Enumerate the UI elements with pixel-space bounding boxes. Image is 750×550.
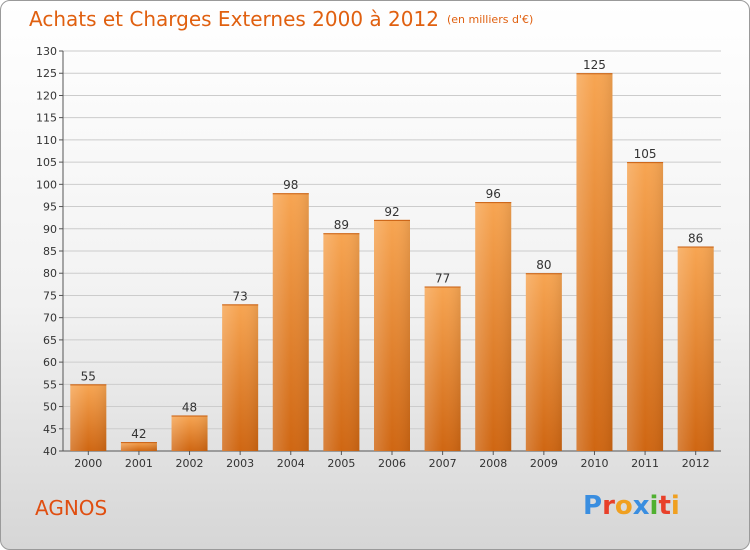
x-axis: 2000 2001 2002 2003 2004 2005 2006 2007 2008 2009… — [63, 450, 721, 470]
data-label: 89 — [334, 218, 349, 232]
y-tick-label: 130 — [36, 45, 57, 58]
data-label: 48 — [182, 400, 197, 414]
y-tick-label: 85 — [43, 245, 57, 258]
y-tick-label: 65 — [43, 334, 57, 347]
x-tick-label: 2007 — [429, 457, 457, 470]
x-tick-label: 2002 — [176, 457, 204, 470]
data-label: 55 — [81, 369, 96, 383]
x-tick-label: 2012 — [682, 457, 710, 470]
logo-letter: i — [649, 491, 659, 521]
bar-group: 125 — [576, 58, 613, 451]
logo-letter: r — [602, 491, 615, 521]
logo-letter: x — [632, 491, 650, 521]
y-tick-label: 70 — [43, 312, 57, 325]
logo-letter: o — [614, 491, 633, 521]
x-tick-label: 2003 — [226, 457, 254, 470]
bar-shading — [677, 246, 714, 451]
bar-group: 77 — [424, 272, 461, 451]
bar-group: 73 — [222, 289, 259, 451]
data-label: 96 — [486, 187, 501, 201]
bar-group: 105 — [627, 147, 664, 451]
chart-title-text: Achats et Charges Externes 2000 à 2012 — [29, 7, 439, 31]
data-label: 125 — [583, 58, 606, 72]
data-label: 105 — [634, 147, 657, 161]
x-tick-label: 2009 — [530, 457, 558, 470]
y-tick-label: 40 — [43, 445, 57, 458]
chart-title: Achats et Charges Externes 2000 à 2012 (e… — [29, 7, 533, 31]
bar-shading — [222, 304, 259, 451]
data-label: 92 — [384, 205, 399, 219]
bars: 55 42 48 73 98 89 92 77 96 80 125 105 86 — [70, 58, 714, 451]
bar-shading — [323, 233, 360, 451]
y-tick-label: 90 — [43, 223, 57, 236]
y-tick-label: 115 — [36, 112, 57, 125]
x-tick-label: 2008 — [479, 457, 507, 470]
x-tick-label: 2004 — [277, 457, 305, 470]
y-tick-label: 125 — [36, 67, 57, 80]
y-tick-label: 95 — [43, 201, 57, 214]
bar-group: 55 — [70, 369, 107, 451]
bar-group: 98 — [272, 178, 309, 451]
y-tick-label: 55 — [43, 378, 57, 391]
chart-unit: (en milliers d'€) — [446, 13, 534, 26]
proxiti-logo[interactable]: Proxiti — [583, 491, 680, 521]
data-label: 77 — [435, 272, 450, 286]
y-axis: 40 45 50 55 60 65 70 75 80 85 90 95 100 105 110 115 120 1… — [36, 45, 64, 458]
data-label: 98 — [283, 178, 298, 192]
bar-shading — [171, 415, 208, 451]
bar-group: 42 — [120, 427, 157, 451]
y-tick-label: 45 — [43, 423, 57, 436]
bar-shading — [627, 162, 664, 451]
bar-shading — [272, 193, 309, 451]
bar-group: 92 — [374, 205, 410, 451]
y-tick-label: 50 — [43, 401, 57, 414]
x-tick-label: 2010 — [580, 457, 608, 470]
bar-shading — [576, 73, 613, 451]
data-label: 42 — [131, 427, 146, 441]
y-tick-label: 75 — [43, 289, 57, 302]
y-tick-label: 120 — [36, 89, 57, 102]
y-tick-label: 80 — [43, 267, 57, 280]
x-tick-label: 2006 — [378, 457, 406, 470]
bar-shading — [120, 442, 157, 451]
data-label: 73 — [233, 289, 248, 303]
bar-shading — [70, 384, 107, 451]
data-label: 86 — [688, 232, 703, 246]
x-tick-label: 2005 — [327, 457, 355, 470]
bar-group: 48 — [171, 400, 208, 451]
bar-group: 89 — [323, 218, 360, 451]
logo-letter: P — [583, 491, 603, 521]
logo-letter: t — [658, 491, 671, 521]
bar-shading — [525, 273, 562, 451]
y-tick-label: 105 — [36, 156, 57, 169]
data-label: 80 — [536, 258, 551, 272]
bar-shading — [424, 286, 461, 451]
y-tick-label: 60 — [43, 356, 57, 369]
bar-group: 86 — [677, 232, 714, 451]
logo-letter: i — [670, 491, 680, 521]
commune-name: AGNOS — [35, 496, 108, 520]
bar-shading — [374, 219, 410, 451]
y-tick-label: 100 — [36, 178, 57, 191]
x-tick-label: 2011 — [631, 457, 659, 470]
y-tick-label: 110 — [36, 134, 57, 147]
x-tick-label: 2001 — [125, 457, 153, 470]
x-tick-label: 2000 — [74, 457, 102, 470]
bar-shading — [475, 202, 512, 451]
bar-group: 96 — [475, 187, 512, 451]
bar-group: 80 — [525, 258, 562, 451]
